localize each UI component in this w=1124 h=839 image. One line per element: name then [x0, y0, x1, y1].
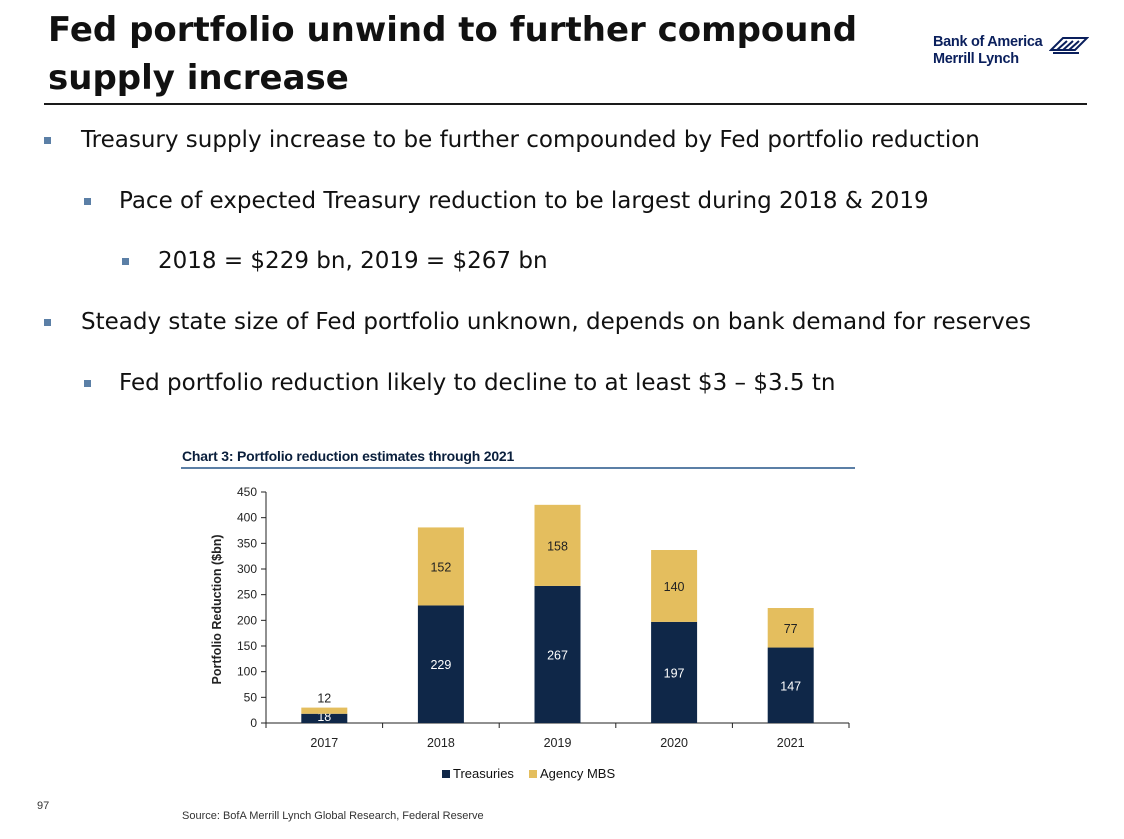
bullet-marker-icon	[84, 380, 91, 387]
x-tick-label: 2020	[660, 736, 688, 750]
brand-logo-line-2: Merrill Lynch	[933, 51, 1019, 67]
bullet-item-level-2: Pace of expected Treasury reduction to b…	[0, 188, 1124, 218]
data-label: 197	[664, 666, 685, 680]
x-tick-label: 2018	[427, 736, 455, 750]
legend-swatch-treasuries	[442, 770, 450, 778]
bullet-text: 2018 = $229 bn, 2019 = $267 bn	[158, 248, 548, 274]
bullet-item-level-1: Steady state size of Fed portfolio unkno…	[0, 309, 1124, 339]
legend-label-agency-mbs: Agency MBS	[540, 766, 615, 781]
bullet-text: Treasury supply increase to be further c…	[81, 127, 980, 153]
data-label: 152	[430, 560, 451, 574]
bar-agency-mbs-2018	[417, 527, 464, 606]
y-axis-title: Portfolio Reduction ($bn)	[210, 535, 224, 685]
bullet-text: Steady state size of Fed portfolio unkno…	[81, 309, 1031, 335]
y-tick-label: 50	[244, 690, 258, 704]
data-label: 140	[664, 580, 685, 594]
y-tick-label: 400	[237, 511, 257, 525]
legend-swatch-agency-mbs	[529, 770, 537, 778]
slide-title-line-1: Fed portfolio unwind to further compound	[48, 10, 858, 50]
bullet-marker-icon	[44, 319, 51, 326]
bullet-marker-icon	[44, 137, 51, 144]
bullet-text: Fed portfolio reduction likely to declin…	[119, 370, 836, 396]
x-tick-label: 2017	[310, 736, 338, 750]
bar-agency-mbs-2021	[767, 608, 814, 648]
y-tick-label: 350	[237, 536, 257, 550]
bar-agency-mbs-2020	[651, 550, 698, 622]
bullet-item-level-1: Treasury supply increase to be further c…	[0, 127, 1124, 157]
bar-treasuries-2018	[417, 605, 464, 723]
brand-logo-text: Bank of America Merrill Lynch	[933, 34, 1043, 68]
y-tick-label: 250	[237, 588, 257, 602]
bullet-marker-icon	[122, 258, 129, 265]
brand-logo: Bank of America Merrill Lynch	[933, 34, 1093, 74]
slide-title: Fed portfolio unwind to further compound…	[48, 6, 868, 102]
bullet-marker-icon	[84, 198, 91, 205]
bullet-item-level-3: 2018 = $229 bn, 2019 = $267 bn	[0, 248, 1124, 278]
brand-logo-line-1: Bank of America	[933, 34, 1043, 50]
y-tick-label: 450	[237, 485, 257, 499]
page-number: 97	[37, 800, 50, 812]
bar-treasuries-2019	[534, 585, 581, 723]
slide-title-line-2: supply increase	[48, 58, 349, 98]
data-label: 77	[784, 622, 798, 636]
title-divider	[44, 103, 1087, 105]
bar-agency-mbs-2019	[534, 504, 581, 586]
source-note: Source: BofA Merrill Lynch Global Resear…	[182, 810, 484, 822]
data-label: 267	[547, 648, 568, 662]
data-label: 158	[547, 539, 568, 553]
data-label: 12	[317, 692, 331, 706]
data-label: 147	[780, 679, 801, 693]
chart-title: Chart 3: Portfolio reduction estimates t…	[182, 448, 515, 464]
bar-treasuries-2020	[651, 621, 698, 723]
y-tick-label: 300	[237, 562, 257, 576]
data-label: 229	[430, 658, 451, 672]
bar-treasuries-2017	[301, 713, 348, 723]
chart-title-divider	[181, 467, 855, 469]
bullet-text: Pace of expected Treasury reduction to b…	[119, 188, 929, 214]
flag-logo-icon	[1049, 37, 1089, 54]
bullet-item-level-2: Fed portfolio reduction likely to declin…	[0, 370, 1124, 400]
x-tick-label: 2019	[544, 736, 572, 750]
x-tick-label: 2021	[777, 736, 805, 750]
y-tick-label: 100	[237, 665, 257, 679]
y-tick-label: 0	[250, 716, 257, 730]
stacked-bar-chart: 0 50 100 150 200 250 300 350 400 450 Portfolio Red…	[210, 485, 850, 781]
bar-treasuries-2021	[767, 647, 814, 723]
legend-label-treasuries: Treasuries	[453, 766, 514, 781]
y-tick-label: 150	[237, 639, 257, 653]
bar-agency-mbs-2017	[301, 707, 348, 714]
y-tick-label: 200	[237, 613, 257, 627]
